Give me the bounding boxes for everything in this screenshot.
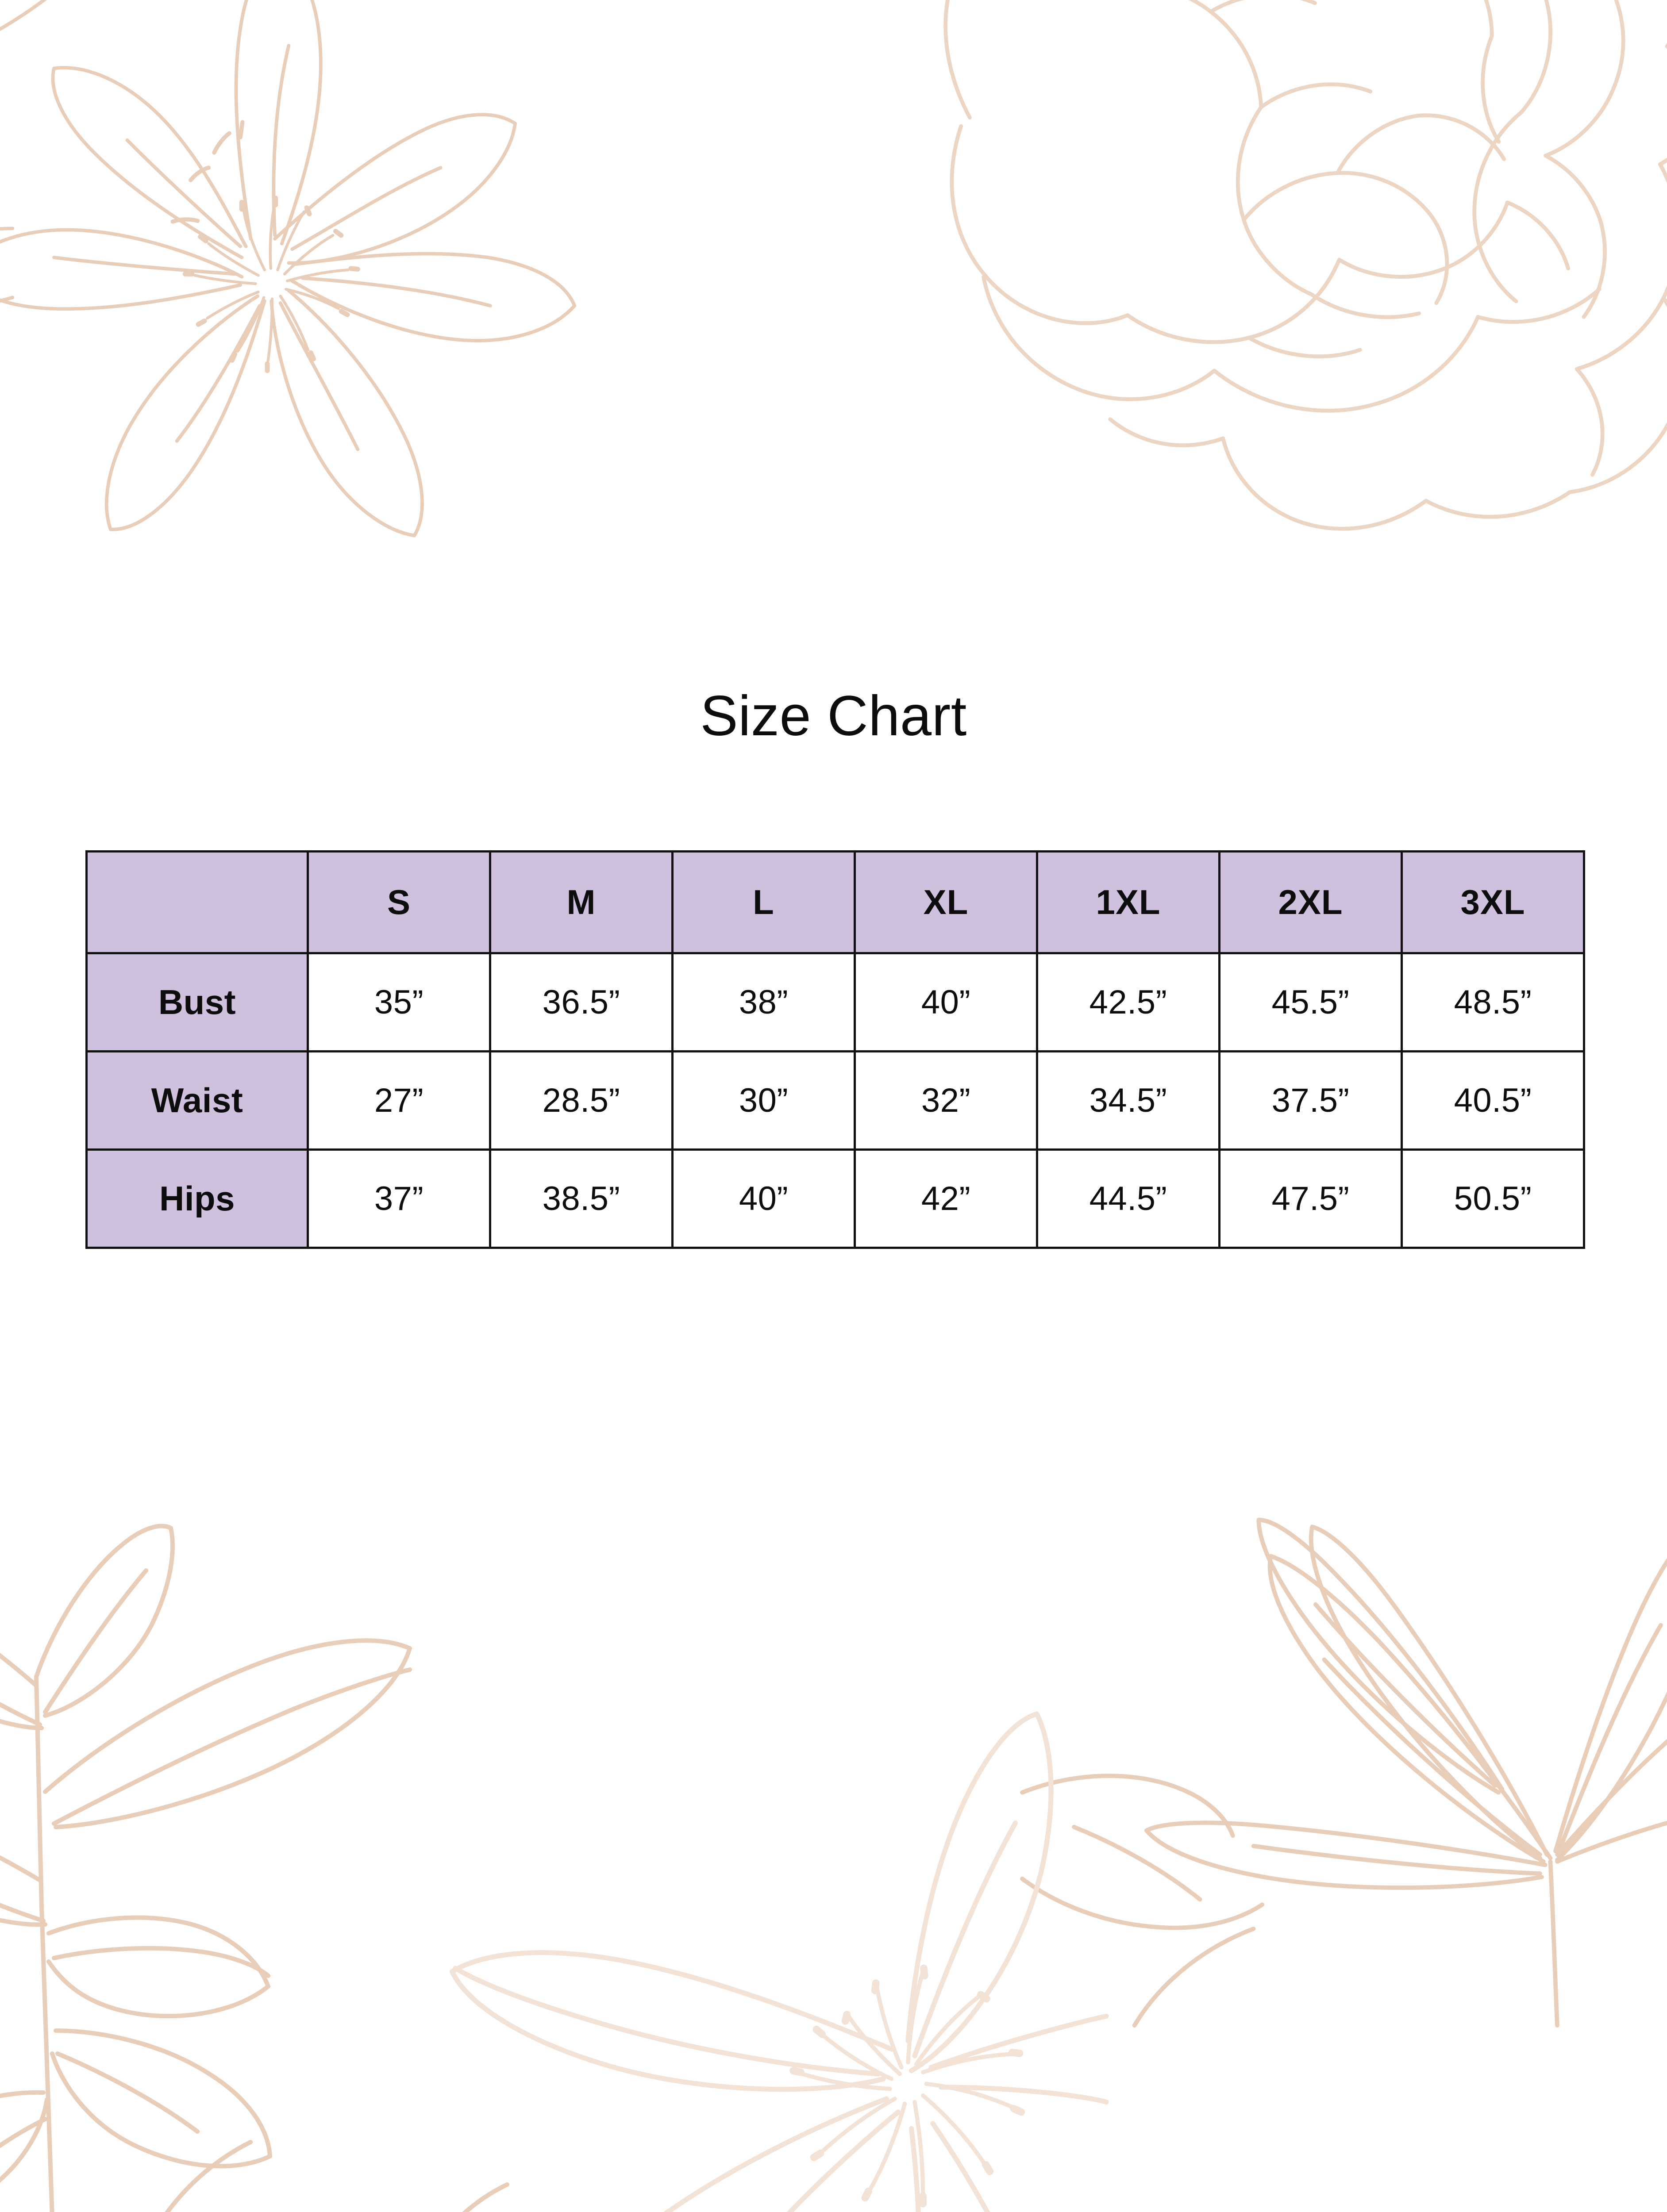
cell-bust-m: 36.5” [489,952,674,1052]
row-label-bust: Bust [85,952,309,1052]
cell-waist-m: 28.5” [489,1050,674,1151]
row-label-hips: Hips [85,1148,309,1249]
cell-hips-s: 37” [307,1148,491,1249]
peony-flower-top-right-icon [867,0,1667,672]
page-title: Size Chart [700,684,967,748]
column-header-m: M [489,850,674,954]
table-row: Waist 27” 28.5” 30” 32” 34.5” 37.5” 40.5… [85,1050,1585,1151]
column-header-3xl: 3XL [1401,850,1585,954]
cell-hips-1xl: 44.5” [1036,1148,1220,1249]
cell-waist-1xl: 34.5” [1036,1050,1220,1151]
leaf-branch-bottom-left-icon [0,1296,584,2212]
table-header: S M L XL 1XL 2XL 3XL [85,850,1585,954]
cell-waist-l: 30” [671,1050,856,1151]
cell-hips-m: 38.5” [489,1148,674,1249]
column-header-1xl: 1XL [1036,850,1220,954]
cell-waist-s: 27” [307,1050,491,1151]
table-header-row: S M L XL 1XL 2XL 3XL [85,850,1585,954]
clematis-flower-top-left-icon [0,0,606,615]
table-row: Bust 35” 36.5” 38” 40” 42.5” 45.5” 48.5” [85,952,1585,1052]
clematis-flower-bottom-center-icon [363,1686,1109,2212]
cell-waist-2xl: 37.5” [1218,1050,1403,1151]
cell-bust-1xl: 42.5” [1036,952,1220,1052]
cell-hips-2xl: 47.5” [1218,1148,1403,1249]
table-body: Bust 35” 36.5” 38” 40” 42.5” 45.5” 48.5”… [85,952,1585,1249]
column-header-l: L [671,850,856,954]
table-row: Hips 37” 38.5” 40” 42” 44.5” 47.5” 50.5” [85,1148,1585,1249]
cell-bust-3xl: 48.5” [1401,952,1585,1052]
cell-waist-3xl: 40.5” [1401,1050,1585,1151]
table-corner-cell [85,850,309,954]
size-chart-table: S M L XL 1XL 2XL 3XL Bust 35” 36.5” 38” … [85,850,1585,1249]
cell-bust-2xl: 45.5” [1218,952,1403,1052]
column-header-xl: XL [854,850,1038,954]
cell-bust-xl: 40” [854,952,1038,1052]
cell-bust-s: 35” [307,952,491,1052]
cell-hips-xl: 42” [854,1148,1038,1249]
cell-hips-3xl: 50.5” [1401,1148,1585,1249]
willow-leaves-bottom-right-icon [1020,1274,1667,2028]
cell-bust-l: 38” [671,952,856,1052]
cell-hips-l: 40” [671,1148,856,1249]
cell-waist-xl: 32” [854,1050,1038,1151]
row-label-waist: Waist [85,1050,309,1151]
column-header-s: S [307,850,491,954]
column-header-2xl: 2XL [1218,850,1403,954]
